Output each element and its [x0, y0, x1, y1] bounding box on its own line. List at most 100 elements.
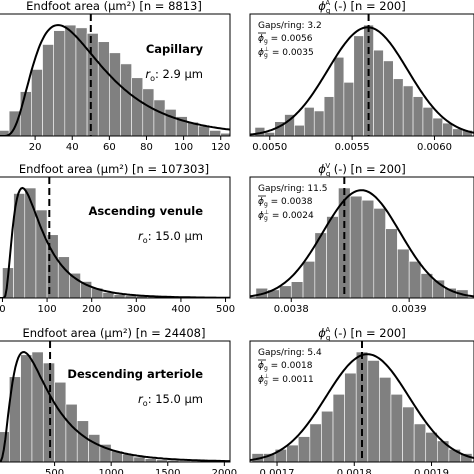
histogram-bar — [390, 394, 403, 462]
histogram-bar — [309, 423, 322, 462]
histogram-bar — [198, 125, 210, 136]
histogram-bar — [313, 110, 325, 136]
plot-area — [250, 177, 474, 298]
x-tick-label: 0.0060 — [417, 142, 452, 153]
histogram-bar — [304, 107, 315, 136]
phi-mean-value: ϕg = 0.0038 — [258, 197, 313, 208]
vessel-name: Descending arteriole — [67, 367, 203, 381]
x-tick-label: 0.0039 — [392, 304, 427, 315]
histogram-bar — [65, 403, 78, 462]
histogram-bar — [76, 420, 89, 462]
histogram-bar — [31, 69, 43, 136]
x-tick-label: 200 — [82, 304, 101, 315]
vessel-radius: ro: 2.9 μm — [145, 67, 203, 83]
x-tick-label: 40 — [66, 142, 79, 153]
x-tick-label: 500 — [216, 304, 235, 315]
gaps-per-ring: Gaps/ring: 5.4 — [258, 348, 322, 358]
vessel-radius: ro: 15.0 μm — [138, 229, 203, 245]
histogram-bar — [88, 434, 101, 462]
histogram-bar — [452, 128, 463, 136]
histogram-bar — [373, 49, 384, 136]
histogram-bar — [392, 78, 404, 136]
histogram-bar — [432, 117, 444, 136]
histogram-bar — [131, 77, 144, 136]
x-tick-label: 60 — [103, 142, 116, 153]
panel-title: ϕgA (-) [n = 200] — [318, 0, 405, 15]
histogram-bar — [20, 354, 33, 462]
panel-2: 0.0050 0.0055 0.0060 — [249, 13, 474, 153]
histogram-bar — [75, 27, 88, 136]
histogram-bar — [367, 360, 380, 462]
histogram-bar — [326, 216, 339, 298]
panel-1: 20 40 60 80 100 120 — [0, 13, 231, 153]
phi-perp-value: ϕg⊥ = 0.0035 — [258, 46, 314, 59]
histogram-bar — [302, 261, 316, 298]
histogram-bar — [333, 56, 345, 136]
x-tick-label: 0.0017 — [260, 468, 295, 474]
gaps-per-ring: Gaps/ring: 11.5 — [258, 184, 327, 194]
histogram-bar — [53, 30, 66, 136]
phi-perp-value: ϕg⊥ = 0.0011 — [258, 373, 314, 386]
histogram-bar — [286, 444, 299, 462]
histogram-bar — [86, 33, 99, 136]
histogram-bar — [35, 209, 48, 298]
x-tick-label: 0.0055 — [335, 142, 370, 153]
panel-6: 0.0017 0.0018 0.0019 — [249, 340, 474, 474]
x-tick-label: 300 — [127, 304, 146, 315]
plot-area — [0, 177, 230, 298]
phi-perp-value: ϕg⊥ = 0.0024 — [258, 209, 314, 222]
histogram-bar — [31, 351, 44, 462]
histogram-bar — [413, 423, 427, 462]
x-tick-label: 80 — [140, 142, 153, 153]
histogram-bar — [279, 285, 292, 298]
x-tick-label: 400 — [171, 304, 190, 315]
axes-frame — [0, 13, 231, 137]
histogram-bar — [120, 63, 132, 136]
histogram-bar — [425, 432, 438, 462]
phi-mean-value: ϕg = 0.0018 — [258, 361, 313, 372]
x-tick-label: 20 — [29, 142, 42, 153]
histogram-bar — [264, 132, 276, 136]
panel-title: Endfoot area (μm²) [n = 107303] — [19, 162, 209, 176]
x-tick-label: 0.0018 — [337, 468, 372, 474]
histogram-bar — [321, 410, 334, 462]
axes-frame — [249, 340, 474, 463]
histogram-bar — [344, 372, 357, 462]
histogram-bar — [402, 85, 414, 136]
plot-area — [250, 341, 474, 462]
x-tick-label: 0.0019 — [414, 468, 449, 474]
histogram-bar — [220, 132, 230, 136]
axes-frame — [0, 340, 231, 463]
histogram-bar — [19, 91, 32, 136]
histogram-bar — [133, 456, 146, 462]
x-tick-label: 0.0050 — [252, 142, 287, 153]
x-tick-label: 100 — [174, 142, 193, 153]
fit-curve — [0, 186, 230, 298]
x-tick-label: 2000 — [212, 468, 237, 474]
histogram-bar — [349, 195, 363, 298]
panel-title: ϕgV (-) [n = 200] — [318, 162, 405, 178]
histogram-bar — [142, 88, 155, 136]
x-tick-label: 0 — [0, 304, 6, 315]
histogram-bar — [209, 130, 222, 136]
panel-title: ϕgA (-) [n = 200] — [318, 326, 405, 342]
histogram-bar — [402, 406, 415, 462]
histogram-bar — [153, 99, 166, 136]
histogram-bar — [42, 362, 55, 462]
gaps-per-ring: Gaps/ring: 3.2 — [258, 21, 322, 31]
panel-4: 0.0038 0.0039 — [249, 176, 474, 315]
histogram-bar — [290, 281, 304, 298]
histogram-bar — [109, 52, 121, 136]
x-tick-label: 0.0038 — [274, 304, 309, 315]
histogram-bar — [64, 24, 77, 136]
fit-curve — [250, 189, 474, 298]
x-tick-label: 500 — [45, 468, 64, 474]
plot-area — [0, 14, 230, 136]
x-tick-label: 100 — [38, 304, 57, 315]
x-tick-label: 1000 — [98, 468, 123, 474]
vessel-name: Capillary — [146, 42, 204, 56]
histogram-bar — [412, 96, 424, 136]
histogram-bar — [361, 199, 375, 298]
histogram-bar — [383, 60, 394, 136]
fit-curve — [0, 350, 230, 462]
